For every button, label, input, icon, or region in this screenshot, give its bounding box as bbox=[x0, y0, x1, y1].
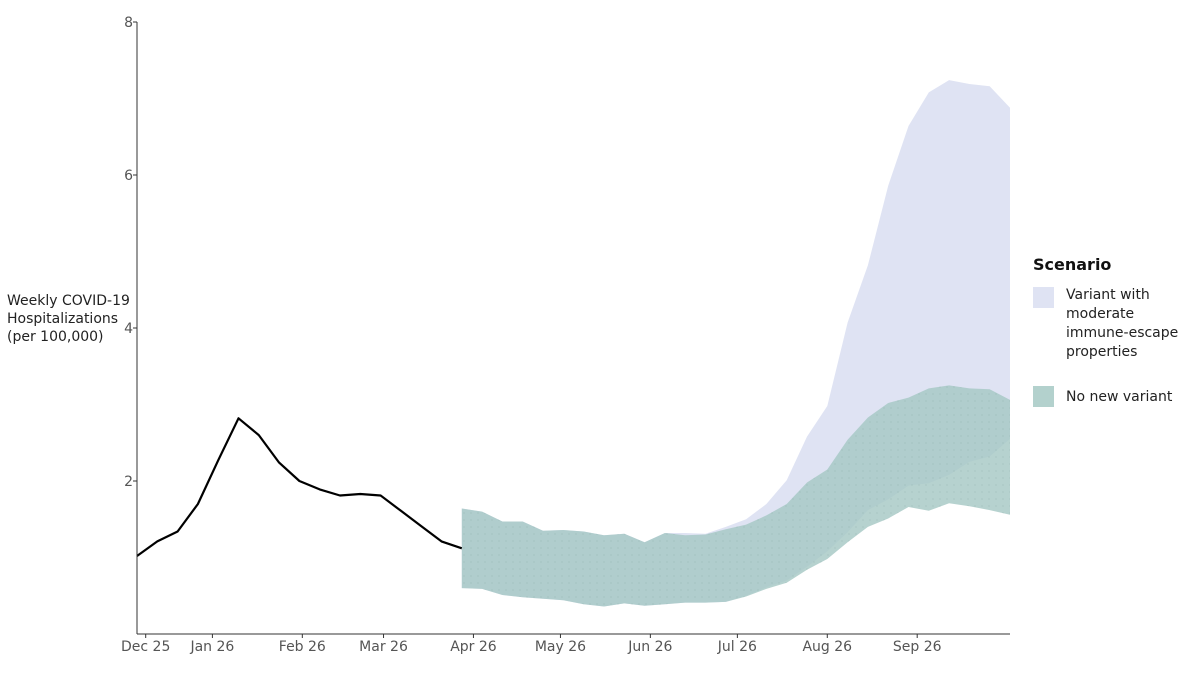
legend-swatch-variant bbox=[1033, 287, 1054, 308]
y-axis-label: Weekly COVID-19 Hospitalizations (per 10… bbox=[7, 293, 130, 345]
legend-label-variant-line-2: moderate bbox=[1066, 306, 1134, 322]
x-tick-label-jan-26: Jan 26 bbox=[189, 639, 234, 655]
x-tick-label-apr-26: Apr 26 bbox=[450, 639, 497, 655]
y-ticks: 2 4 6 8 bbox=[124, 15, 137, 490]
y-tick-label-8: 8 bbox=[124, 15, 133, 31]
legend-title: Scenario bbox=[1033, 255, 1111, 274]
legend-label-variant-line-4: properties bbox=[1066, 344, 1137, 360]
x-tick-label-dec-25: Dec 25 bbox=[121, 639, 170, 655]
x-tick-label-jul-26: Jul 26 bbox=[717, 639, 757, 655]
x-tick-label-sep-26: Sep 26 bbox=[893, 639, 942, 655]
legend-swatch-no-new-variant bbox=[1033, 386, 1054, 407]
y-tick-label-2: 2 bbox=[124, 474, 133, 490]
y-axis-label-line-2: Hospitalizations bbox=[7, 311, 118, 327]
x-tick-label-mar-26: Mar 26 bbox=[359, 639, 408, 655]
x-tick-label-feb-26: Feb 26 bbox=[279, 639, 326, 655]
scenario-bands bbox=[461, 80, 1010, 607]
band-no-new-variant-texture bbox=[461, 385, 1010, 607]
y-tick-label-6: 6 bbox=[124, 168, 133, 184]
legend-label-no-new-variant: No new variant bbox=[1066, 389, 1173, 405]
observed-layer bbox=[136, 417, 463, 557]
x-tick-label-jun-26: Jun 26 bbox=[627, 639, 672, 655]
x-tick-label-may-26: May 26 bbox=[535, 639, 586, 655]
x-tick-label-aug-26: Aug 26 bbox=[802, 639, 852, 655]
observed-line bbox=[136, 417, 463, 557]
legend-label-variant-line-3: immune-escape bbox=[1066, 325, 1178, 341]
legend: Scenario Variant with moderate immune-es… bbox=[1033, 255, 1178, 407]
y-tick-label-4: 4 bbox=[124, 321, 133, 337]
y-axis-label-line-3: (per 100,000) bbox=[7, 329, 104, 345]
legend-label-variant-line-1: Variant with bbox=[1066, 287, 1150, 303]
y-axis-label-line-1: Weekly COVID-19 bbox=[7, 293, 130, 309]
x-ticks: Dec 25 Jan 26 Feb 26 Mar 26 Apr 26 May 26 Jun … bbox=[121, 634, 942, 655]
